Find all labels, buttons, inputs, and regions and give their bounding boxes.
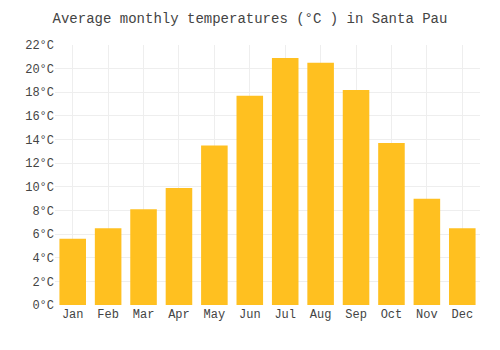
svg-text:18°C: 18°C xyxy=(25,86,54,100)
svg-text:14°C: 14°C xyxy=(25,134,54,148)
svg-text:Mar: Mar xyxy=(133,308,155,322)
svg-text:8°C: 8°C xyxy=(32,205,54,219)
svg-text:Nov: Nov xyxy=(416,308,438,322)
svg-text:May: May xyxy=(204,308,226,322)
svg-text:Jun: Jun xyxy=(239,308,261,322)
svg-text:12°C: 12°C xyxy=(25,157,54,171)
svg-text:20°C: 20°C xyxy=(25,63,54,77)
svg-text:0°C: 0°C xyxy=(32,299,54,313)
svg-text:16°C: 16°C xyxy=(25,110,54,124)
svg-text:Sep: Sep xyxy=(345,308,367,322)
svg-text:22°C: 22°C xyxy=(25,39,54,53)
svg-text:10°C: 10°C xyxy=(25,181,54,195)
svg-text:Aug: Aug xyxy=(310,308,332,322)
svg-text:Jul: Jul xyxy=(274,308,296,322)
svg-text:6°C: 6°C xyxy=(32,228,54,242)
svg-text:4°C: 4°C xyxy=(32,252,54,266)
svg-text:Oct: Oct xyxy=(381,308,403,322)
svg-text:Average monthly temperatures (: Average monthly temperatures (°C ) in Sa… xyxy=(53,11,448,27)
svg-text:2°C: 2°C xyxy=(32,276,54,290)
svg-text:Jan: Jan xyxy=(62,308,84,322)
svg-text:Feb: Feb xyxy=(97,308,119,322)
svg-text:Apr: Apr xyxy=(168,308,190,322)
svg-text:Dec: Dec xyxy=(451,308,473,322)
